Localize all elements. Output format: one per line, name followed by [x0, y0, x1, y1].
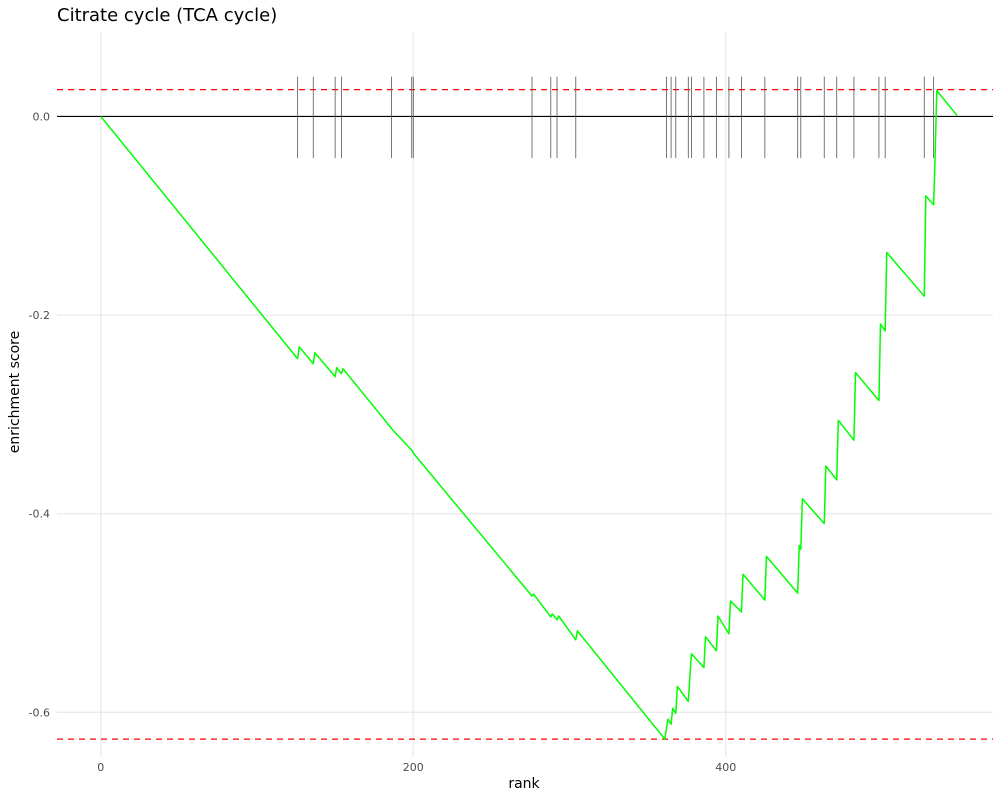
grid: [57, 32, 993, 757]
series-layer: [100, 89, 958, 740]
enrichment-score-line: [100, 89, 958, 740]
reference-lines: [57, 89, 993, 740]
tick-labels: 0 200 400 0.0 -0.2 -0.4 -0.6: [29, 110, 737, 774]
x-tick-label: 0: [97, 761, 104, 774]
y-tick-label: 0.0: [33, 110, 51, 123]
gene-hit-ticks: [297, 76, 935, 159]
x-tick-label: 200: [403, 761, 424, 774]
y-tick-label: -0.4: [29, 508, 50, 521]
x-tick-label: 400: [715, 761, 736, 774]
x-axis-title: rank: [508, 776, 540, 792]
y-tick-label: -0.6: [29, 706, 50, 719]
chart-title: Citrate cycle (TCA cycle): [57, 5, 277, 26]
y-tick-label: -0.2: [29, 309, 50, 322]
y-axis-title: enrichment score: [7, 331, 23, 453]
